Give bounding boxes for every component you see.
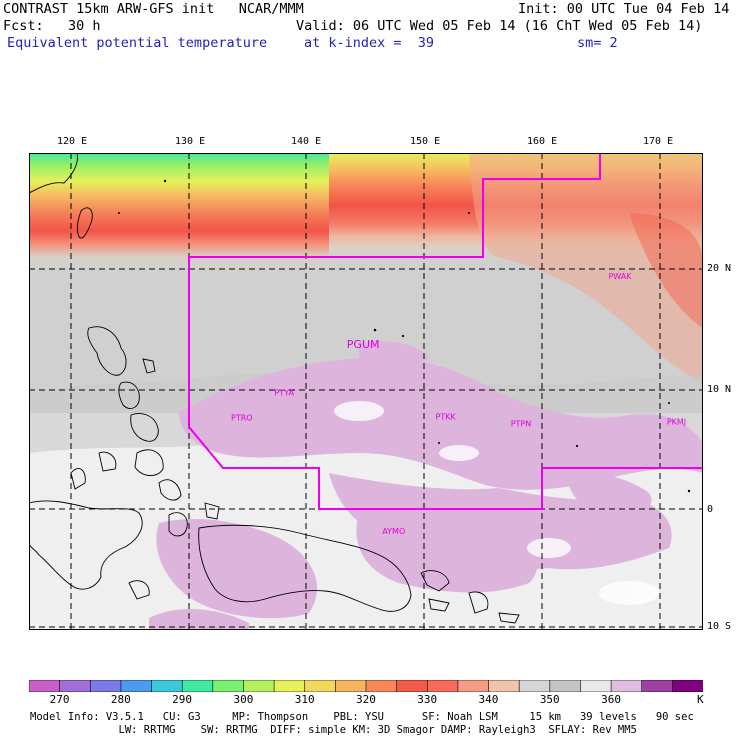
lon-label: 120 E (57, 136, 88, 147)
station-label-pgum: PGUM (347, 338, 380, 351)
colorbar-swatch (457, 680, 490, 692)
region-boundary (188, 153, 703, 510)
colorbar-swatch (151, 680, 183, 692)
map-panel: PWAK PGUM PTYA PTRO PTKK PTPN PKMJ AYMO (29, 153, 703, 630)
init-time: Init: 00 UTC Tue 04 Feb 14 (518, 1, 730, 17)
map-frame (29, 153, 703, 630)
colorbar-tick-label: 340 (478, 693, 499, 706)
colorbar-swatch (641, 680, 674, 692)
colorbar-tick-label: 330 (417, 693, 438, 706)
colorbar-swatch (672, 680, 703, 692)
lon-label: 170 E (643, 136, 674, 147)
lat-label: 10 N (707, 384, 732, 395)
model-info-line-1: Model Info: V3.5.1 CU: G3 MP: Thompson P… (30, 711, 694, 723)
station-label-aymo: AYMO (382, 527, 405, 536)
colorbar-swatch (304, 680, 337, 692)
lat-label: 0 (707, 504, 714, 515)
title-line-1: CONTRAST 15km ARW-GFS init NCAR/MMM (3, 1, 304, 17)
colorbar-swatch (29, 680, 61, 692)
colorbar-swatch (212, 680, 245, 692)
station-labels: PWAK PGUM PTYA PTRO PTKK PTPN PKMJ AYMO (231, 272, 686, 536)
station-label-ptpn: PTPN (511, 420, 532, 429)
station-label-ptkk: PTKK (436, 413, 457, 422)
new-guinea-outline (198, 524, 412, 612)
colorbar-swatch (120, 680, 153, 692)
low-theta-e-holes (334, 401, 659, 605)
colorbar-tick-label: 290 (172, 693, 193, 706)
colorbar-swatch (243, 680, 275, 692)
colorbar-tick-label: 350 (539, 693, 560, 706)
colorbar-swatch (549, 680, 582, 692)
colorbar-swatch (181, 680, 214, 692)
lat-label: 20 N (707, 263, 732, 274)
warm-lobe-core (629, 213, 703, 328)
valid-time: Valid: 06 UTC Wed 05 Feb 14 (16 ChT Wed … (296, 18, 703, 34)
station-label-ptya: PTYA (274, 389, 294, 398)
colorbar-swatch (518, 680, 551, 692)
colorbar-swatch (488, 680, 520, 692)
forecast-hour: Fcst: 30 h (3, 18, 101, 34)
colorbar-swatch (365, 680, 398, 692)
model-info-line-2: LW: RRTMG SW: RRTMG DIFF: simple KM: 3D … (30, 724, 637, 736)
colorbar-tick-label: 360 (601, 693, 621, 706)
colorbar-swatch (610, 680, 643, 692)
colorbar-swatch (426, 680, 459, 692)
colorbar-swatch (89, 680, 122, 692)
colorbar-swatch (273, 680, 306, 692)
colorbar-tick-label: 270 (49, 693, 70, 706)
colorbar-swatch (335, 680, 367, 692)
colorbar-swatch (59, 680, 92, 692)
colorbar-tick-label: 300 (233, 693, 254, 706)
field-name: Equivalent potential temperature (7, 35, 268, 51)
lon-label: 150 E (410, 136, 441, 147)
small-islands (118, 179, 691, 493)
theta-e-band-west (29, 153, 329, 413)
smoothing-label: sm= 2 (577, 35, 618, 51)
lon-label: 130 E (175, 136, 206, 147)
station-label-pwak: PWAK (608, 272, 632, 281)
colorbar-swatch (396, 680, 429, 692)
colorbar-unit: K (697, 693, 704, 706)
lon-label: 160 E (527, 136, 558, 147)
station-label-pkmj: PKMJ (667, 417, 686, 426)
lat-lon-grid (29, 153, 703, 630)
colorbar-tick-label: 320 (356, 693, 376, 706)
colorbar (29, 680, 703, 692)
station-label-ptro: PTRO (231, 414, 253, 423)
colorbar-tick-label: 310 (294, 693, 315, 706)
level-label: at k-index = 39 (304, 35, 435, 51)
lon-label: 140 E (291, 136, 322, 147)
lat-label: 10 S (707, 621, 732, 632)
colorbar-swatch (580, 680, 612, 692)
colorbar-tick-label: 280 (110, 693, 131, 706)
warm-lobe (469, 153, 703, 383)
taiwan-outline (77, 207, 93, 239)
